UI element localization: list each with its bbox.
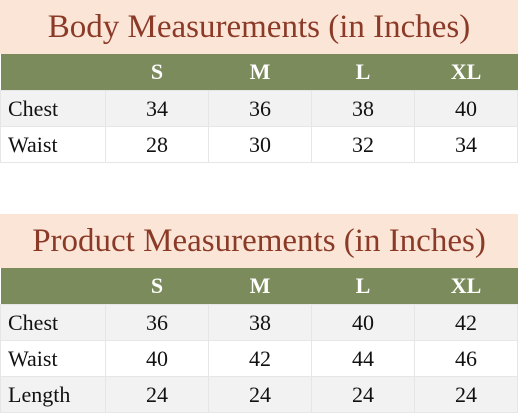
cell: 40 (105, 340, 209, 377)
cell: 24 (414, 376, 518, 413)
header-cell: M (208, 54, 312, 91)
header-cell: S (105, 54, 209, 91)
table-title: Product Measurements (in Inches) (0, 214, 518, 268)
cell: 46 (414, 340, 518, 377)
size-table-block: Body Measurements (in Inches) S M L XL Chest 3… (0, 0, 518, 163)
header-row: S M L XL (0, 268, 518, 305)
cell: 40 (414, 90, 518, 127)
cell: 36 (208, 90, 312, 127)
row-label: Waist (0, 340, 106, 377)
row-label: Chest (0, 90, 106, 127)
row-label: Chest (0, 304, 106, 341)
data-row: Chest 34 36 38 40 (0, 90, 518, 127)
cell: 34 (414, 126, 518, 163)
data-row: Chest 36 38 40 42 (0, 304, 518, 341)
header-cell: M (208, 268, 312, 305)
cell: 38 (208, 304, 312, 341)
row-label: Length (0, 376, 106, 413)
table-title: Body Measurements (in Inches) (0, 0, 518, 54)
header-cell: XL (414, 268, 518, 305)
cell: 34 (105, 90, 209, 127)
data-row: Length 24 24 24 24 (0, 376, 518, 413)
row-label: Waist (0, 126, 106, 163)
cell: 24 (105, 376, 209, 413)
header-cell: L (311, 54, 415, 91)
header-cell (0, 268, 106, 305)
data-row: Waist 40 42 44 46 (0, 340, 518, 377)
header-cell: S (105, 268, 209, 305)
cell: 44 (311, 340, 415, 377)
size-table: S M L XL Chest 34 36 38 40 Waist 28 30 32 34 (0, 54, 518, 163)
cell: 40 (311, 304, 415, 341)
cell: 24 (208, 376, 312, 413)
header-cell: L (311, 268, 415, 305)
cell: 42 (208, 340, 312, 377)
cell: 24 (311, 376, 415, 413)
header-cell: XL (414, 54, 518, 91)
header-row: S M L XL (0, 54, 518, 91)
cell: 38 (311, 90, 415, 127)
size-table: S M L XL Chest 36 38 40 42 Waist 40 42 44 46 Length 24 2… (0, 268, 518, 413)
data-row: Waist 28 30 32 34 (0, 126, 518, 163)
cell: 28 (105, 126, 209, 163)
size-table-block: Product Measurements (in Inches) S M L XL Che… (0, 214, 518, 413)
cell: 36 (105, 304, 209, 341)
header-cell (0, 54, 106, 91)
cell: 32 (311, 126, 415, 163)
cell: 42 (414, 304, 518, 341)
cell: 30 (208, 126, 312, 163)
